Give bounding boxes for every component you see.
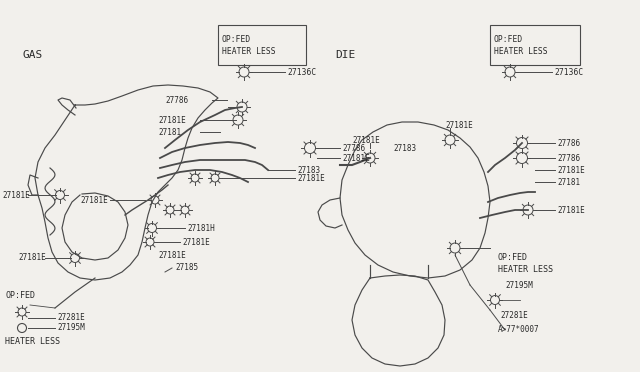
Text: 27185: 27185: [175, 263, 198, 272]
Text: OP:FED: OP:FED: [494, 35, 524, 44]
Text: OP:FED: OP:FED: [5, 291, 35, 299]
Text: HEATER LESS: HEATER LESS: [222, 46, 276, 55]
Bar: [490, 25, 580, 65]
Text: 27181E: 27181E: [2, 190, 29, 199]
Text: 27281E: 27281E: [500, 311, 528, 320]
Text: 27136C: 27136C: [554, 67, 583, 77]
Text: 27181E: 27181E: [352, 135, 380, 144]
Text: GAS: GAS: [22, 50, 42, 60]
Text: 27181E: 27181E: [18, 253, 45, 263]
Text: 27181E: 27181E: [445, 121, 473, 129]
Text: HEATER LESS: HEATER LESS: [5, 337, 60, 346]
Text: DIE: DIE: [335, 50, 355, 60]
Text: 27181: 27181: [158, 128, 181, 137]
Text: 27183: 27183: [393, 144, 416, 153]
Text: 27786: 27786: [557, 138, 580, 148]
Text: A>77*0007: A>77*0007: [498, 326, 540, 334]
Text: HEATER LESS: HEATER LESS: [498, 266, 553, 275]
Text: OP:FED: OP:FED: [498, 253, 528, 263]
Bar: [218, 25, 306, 65]
Text: 27181: 27181: [557, 177, 580, 186]
Text: 27786: 27786: [342, 144, 365, 153]
Text: 27183: 27183: [297, 166, 320, 174]
Text: 27786: 27786: [165, 96, 188, 105]
Text: 27181H: 27181H: [187, 224, 215, 232]
Text: OP:FED: OP:FED: [222, 35, 252, 44]
Text: 27195M: 27195M: [505, 280, 532, 289]
Text: 27181E: 27181E: [182, 237, 210, 247]
Text: 27181E: 27181E: [80, 196, 108, 205]
Text: 27181E: 27181E: [557, 205, 585, 215]
Text: 27136C: 27136C: [287, 67, 316, 77]
Text: 27181E: 27181E: [297, 173, 324, 183]
Text: 27181E: 27181E: [158, 115, 186, 125]
Text: HEATER LESS: HEATER LESS: [494, 46, 548, 55]
Text: 27181E: 27181E: [342, 154, 370, 163]
Text: 27195M: 27195M: [57, 324, 84, 333]
Text: 27281E: 27281E: [57, 314, 84, 323]
Text: 27786: 27786: [557, 154, 580, 163]
Text: 27181E: 27181E: [557, 166, 585, 174]
Text: 27181E: 27181E: [158, 250, 186, 260]
